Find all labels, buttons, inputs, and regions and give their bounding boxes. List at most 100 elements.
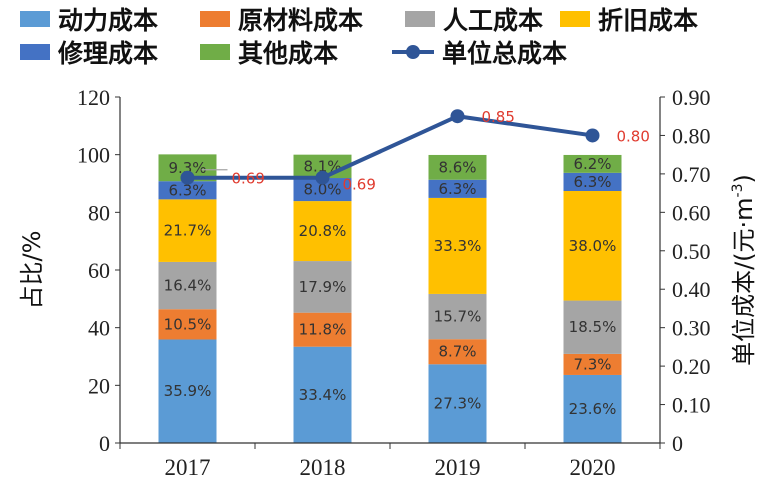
y2-tick-label-0.40: 0.40: [672, 277, 711, 302]
bar-2017-series-1: [158, 309, 217, 340]
data-label-2020-series-5: 6.2%: [573, 155, 611, 173]
unit-total-cost-line: [187, 114, 593, 180]
data-label-2019-series-2: 15.7%: [434, 308, 482, 326]
bar-2020-series-4: [563, 172, 622, 191]
y2-tick-label-0.30: 0.30: [672, 316, 711, 341]
bar-2017-series-0: [158, 339, 217, 443]
bar-2019-series-1: [428, 339, 487, 365]
unit-total-cost-point-2017: [180, 170, 195, 185]
unit-total-cost-label-2019: 0.85: [482, 108, 515, 126]
data-label-2019-series-1: 8.7%: [438, 343, 476, 361]
legend-swatch-power-cost: [20, 11, 50, 27]
y-tick-label-100: 100: [77, 143, 110, 168]
bar-2020-series-5: [563, 154, 622, 173]
data-label-2020-series-0: 23.6%: [569, 400, 617, 418]
legend-item-unit-total-cost: 单位总成本: [392, 37, 568, 68]
data-label-2017-series-4: 6.3%: [168, 181, 206, 199]
unit-total-cost-point-2020: [585, 128, 600, 143]
bar-2017-series-4: [158, 181, 217, 200]
y-tick-label-40: 40: [88, 316, 110, 341]
legend-label-unit-total-cost: 单位总成本: [442, 39, 568, 68]
legend-label-labor-cost: 人工成本: [443, 6, 544, 35]
legend-swatch-repair-cost: [20, 44, 50, 60]
segment-labels-layer: 35.9% 10.5% 16.4% 21.7% 6.3% 9.3% 33.4% 11.8% 17…: [164, 155, 617, 418]
bars-layer: [158, 154, 622, 443]
data-label-2019-series-0: 27.3%: [434, 395, 482, 413]
y-tick-label-120: 120: [77, 85, 110, 110]
legend-label-other-cost: 其他成本: [238, 39, 339, 68]
data-label-2020-series-3: 38.0%: [569, 237, 617, 255]
bar-2020-series-2: [563, 300, 622, 354]
y2-tick-label-0.20: 0.20: [672, 354, 711, 379]
y2-axis-title-sup: -3: [730, 183, 746, 197]
bar-2018-series-4: [293, 178, 352, 202]
legend-item-labor-cost: 人工成本: [405, 4, 544, 35]
bar-2019-series-3: [428, 197, 487, 294]
bar-2018-series-0: [293, 346, 352, 443]
x-tick-label-2019: 2019: [435, 455, 481, 480]
bar-2018-series-2: [293, 261, 352, 313]
data-label-2020-series-4: 6.3%: [573, 173, 611, 191]
legend-label-repair-cost: 修理成本: [58, 39, 159, 68]
unit-total-cost-label-2018: 0.69: [343, 176, 376, 194]
y-tick-label-0: 0: [99, 431, 110, 456]
x-tick-label-2018: 2018: [300, 455, 346, 480]
legend: 动力成本 原材料成本 人工成本 折旧成本 修理成本 其他成本 单位总成本: [0, 0, 768, 80]
y-tick-label-80: 80: [88, 200, 110, 225]
bar-2018-series-3: [293, 201, 352, 262]
bar-2019-series-4: [428, 179, 487, 198]
legend-item-power-cost: 动力成本: [20, 4, 159, 35]
legend-item-repair-cost: 修理成本: [20, 37, 159, 68]
y2-tick-label-0.10: 0.10: [672, 393, 711, 418]
bar-2017-series-3: [158, 199, 217, 262]
data-label-2017-series-5: 9.3%: [168, 159, 206, 177]
y2-tick-label-0.90: 0.90: [672, 85, 711, 110]
data-label-2020-series-1: 7.3%: [573, 355, 611, 373]
legend-swatch-depreciation-cost: [560, 11, 590, 27]
bar-2019-series-0: [428, 364, 487, 443]
y2-axis-title-end: ): [730, 174, 758, 183]
y2-tick-label-0.80: 0.80: [672, 123, 711, 148]
data-label-2018-series-4: 8.0%: [303, 181, 341, 199]
y2-tick-label-0: 0: [672, 431, 683, 456]
data-label-2020-series-2: 18.5%: [569, 318, 617, 336]
legend-item-depreciation-cost: 折旧成本: [560, 4, 699, 35]
data-label-2018-series-0: 33.4%: [299, 386, 347, 404]
legend-item-material-cost: 原材料成本: [200, 4, 364, 35]
unit-total-cost-label-2017: 0.69: [232, 170, 265, 188]
bar-2020-series-1: [563, 353, 622, 375]
legend-label-material-cost: 原材料成本: [238, 6, 364, 35]
data-label-2018-series-2: 17.9%: [299, 278, 347, 296]
legend-line-marker: [392, 44, 434, 60]
y2-tick-label-0.60: 0.60: [672, 200, 711, 225]
y-tick-label-60: 60: [88, 258, 110, 283]
axes-layer: 0 20 40 60 80 100 120 0 0.10 0.20 0.30 0.40 0.50 0.60…: [77, 85, 711, 480]
data-label-2017-series-2: 16.4%: [164, 277, 212, 295]
legend-swatch-other-cost: [200, 44, 230, 60]
data-label-2019-series-5: 8.6%: [438, 158, 476, 176]
x-tick-label-2017: 2017: [165, 455, 211, 480]
legend-label-power-cost: 动力成本: [58, 6, 159, 35]
bar-2018-series-1: [293, 312, 352, 347]
data-label-2019-series-3: 33.3%: [434, 237, 482, 255]
x-tick-label-2020: 2020: [570, 455, 616, 480]
bar-2019-series-2: [428, 293, 487, 340]
data-label-2017-series-3: 21.7%: [164, 222, 212, 240]
y-tick-label-20: 20: [88, 373, 110, 398]
y2-axis-title-main: 单位成本/(元·m: [730, 197, 758, 365]
legend-swatch-material-cost: [200, 11, 230, 27]
legend-label-depreciation-cost: 折旧成本: [598, 6, 699, 35]
legend-swatch-labor-cost: [405, 11, 435, 27]
data-label-2017-series-0: 35.9%: [164, 382, 212, 400]
data-label-2018-series-1: 11.8%: [299, 321, 347, 339]
y2-tick-label-0.70: 0.70: [672, 162, 711, 187]
unit-total-cost-point-2019: [450, 109, 465, 124]
line-layer: 0.69 0.69 0.85 0.80: [180, 108, 650, 194]
y2-axis-title: 单位成本/(元·m-3): [730, 174, 758, 366]
bar-2019-series-5: [428, 154, 487, 180]
data-label-2018-series-5: 8.1%: [303, 157, 341, 175]
unit-total-cost-label-2020: 0.80: [617, 127, 650, 145]
data-label-2017-series-1: 10.5%: [164, 315, 212, 333]
data-label-2018-series-3: 20.8%: [299, 222, 347, 240]
